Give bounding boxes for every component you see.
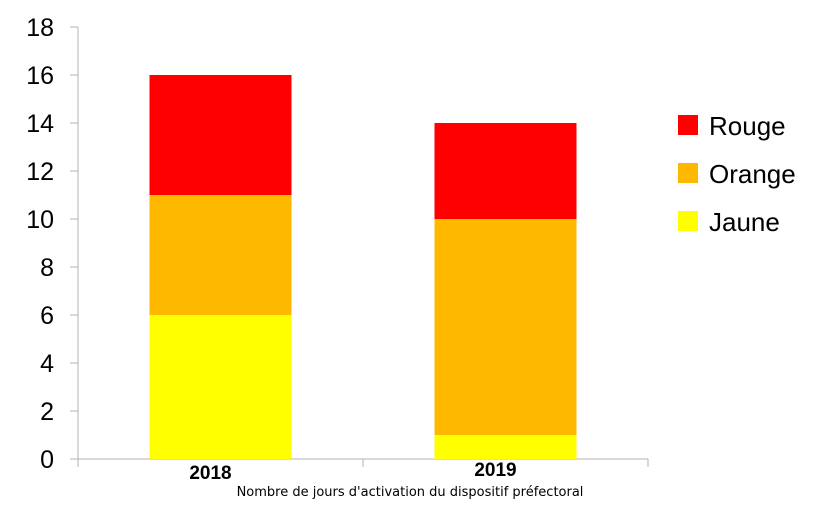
bar-segment-orange-2019 bbox=[434, 219, 577, 435]
bar-segment-jaune-2019 bbox=[434, 435, 577, 459]
y-axis-ticks: 0 2 4 6 8 10 12 14 16 18 bbox=[26, 14, 78, 474]
y-tick-label: 16 bbox=[26, 62, 54, 90]
bar-segment-rouge-2019 bbox=[434, 123, 577, 219]
y-tick-label: 6 bbox=[40, 302, 54, 330]
y-tick-label: 2 bbox=[40, 398, 54, 426]
x-category-label: 2019 bbox=[474, 460, 516, 481]
bar-segment-rouge-2018 bbox=[149, 75, 292, 195]
legend-label-rouge: Rouge bbox=[709, 111, 786, 141]
legend-label-jaune: Jaune bbox=[709, 207, 780, 237]
legend-swatch-rouge bbox=[678, 115, 698, 135]
bar-segment-jaune-2018 bbox=[149, 315, 292, 459]
y-tick-label: 10 bbox=[26, 206, 54, 234]
legend: Rouge Orange Jaune bbox=[678, 111, 796, 237]
bar-segment-orange-2018 bbox=[149, 195, 292, 315]
legend-label-orange: Orange bbox=[709, 159, 796, 189]
chart-caption: Nombre de jours d'activation du disposit… bbox=[236, 485, 584, 500]
y-tick-label: 18 bbox=[26, 14, 54, 42]
x-category-label: 2018 bbox=[189, 463, 231, 484]
legend-swatch-orange bbox=[678, 163, 698, 183]
y-tick-label: 8 bbox=[40, 254, 54, 282]
y-tick-label: 4 bbox=[40, 350, 54, 378]
y-tick-label: 0 bbox=[40, 446, 54, 474]
x-axis-labels: 2018 2019 bbox=[189, 460, 516, 484]
bars bbox=[149, 75, 577, 459]
legend-swatch-jaune bbox=[678, 211, 698, 231]
y-tick-label: 14 bbox=[26, 110, 54, 138]
y-tick-label: 12 bbox=[26, 158, 54, 186]
